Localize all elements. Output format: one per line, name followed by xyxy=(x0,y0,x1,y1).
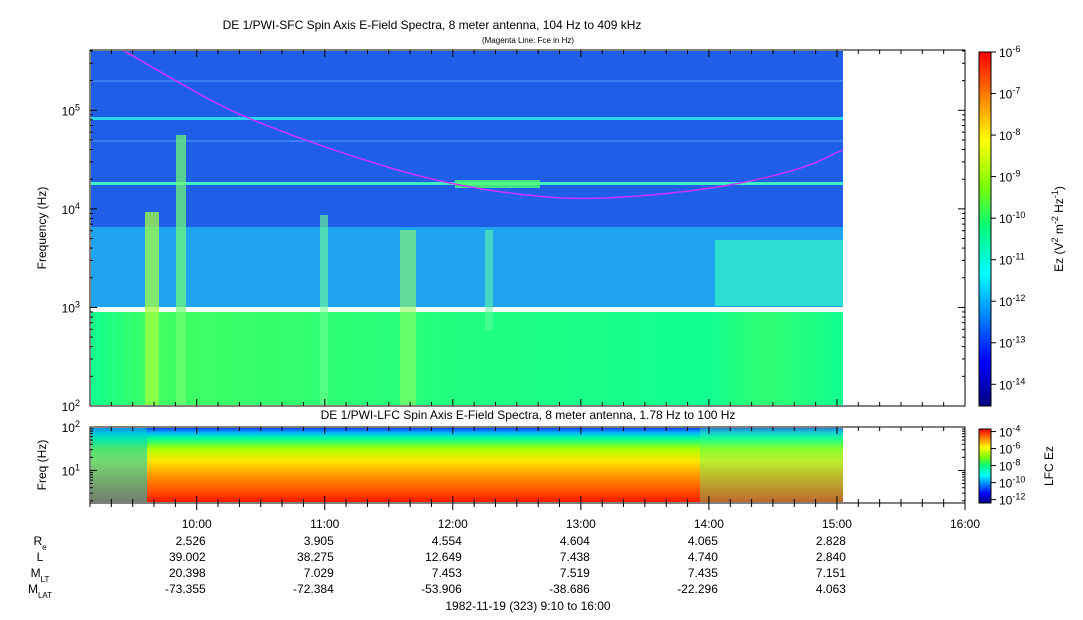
sfc-y-ticks: 102 103 104 105 xyxy=(62,50,965,414)
lfc-early-segment xyxy=(91,428,147,502)
sfc-colorbar-tick-label: 10-9 xyxy=(999,169,1020,185)
lfc-colorbar-tick-label: 10-10 xyxy=(999,475,1025,491)
sfc-colorbar-bar xyxy=(978,51,992,407)
ephemeris-value: 7.519 xyxy=(560,566,590,580)
ephemeris-value: -38.686 xyxy=(549,582,590,596)
ephemeris-row-label: MLT xyxy=(31,566,50,584)
sfc-colorbar: 10-6 10-7 10-8 10-9 10-10 10-11 10-12 10-13 10-1… xyxy=(978,44,1066,407)
sfc-burst-1 xyxy=(145,212,159,405)
sfc-band-line-1 xyxy=(91,117,843,120)
ephemeris-value: 4.554 xyxy=(432,534,462,548)
time-range-label: 1982-11-19 (323) 9:10 to 16:00 xyxy=(445,599,611,613)
lfc-colorbar-tick-label: 10-6 xyxy=(999,441,1020,457)
sfc-y-label: Frequency (Hz) xyxy=(35,187,49,270)
sfc-colorbar-tick-label: 10-10 xyxy=(999,210,1025,226)
sfc-gap-line xyxy=(91,307,843,312)
ephemeris-value: 7.151 xyxy=(816,566,846,580)
sfc-band-low xyxy=(91,312,843,405)
sfc-colorbar-tick-label: 10-8 xyxy=(999,127,1020,143)
ephemeris-value: 7.438 xyxy=(560,550,590,564)
ephemeris-value: 12.649 xyxy=(425,550,462,564)
ephemeris-value: 7.453 xyxy=(432,566,462,580)
ephemeris-value: 2.840 xyxy=(816,550,846,564)
lfc-y-label: Freq (Hz) xyxy=(35,440,49,491)
ephemeris-row-label: Re xyxy=(33,534,47,552)
ephemeris-row-label: L xyxy=(37,550,44,564)
sfc-panel: 102 103 104 105 Frequency (Hz) xyxy=(35,49,966,414)
fce-magenta-line xyxy=(123,50,845,200)
ephemeris-value: 39.002 xyxy=(169,550,206,564)
ephemeris-value: -53.906 xyxy=(421,582,462,596)
x-tick-label: 15:00 xyxy=(822,517,852,531)
sfc-burst-3 xyxy=(320,215,328,405)
lfc-colorbar-tick-label: 10-8 xyxy=(999,458,1020,474)
sfc-y-tick-label: 104 xyxy=(62,201,80,217)
sfc-burst-5 xyxy=(485,230,493,330)
sfc-burst-4 xyxy=(400,230,416,405)
ephemeris-value: 4.740 xyxy=(688,550,718,564)
lfc-y-tick-label: 102 xyxy=(62,419,80,435)
sfc-colorbar-tick-label: 10-11 xyxy=(999,252,1025,268)
x-tick-label: 14:00 xyxy=(694,517,724,531)
lfc-spectrogram-image xyxy=(91,428,843,502)
ephemeris-table: Re 2.526 3.905 4.554 4.604 4.065 2.828 L 39.002 3… xyxy=(28,534,846,600)
sfc-burst-6 xyxy=(455,180,540,188)
sfc-colorbar-ticks: 10-6 10-7 10-8 10-9 10-10 10-11 10-12 10-13 10-1… xyxy=(991,44,1025,392)
sfc-colorbar-tick-label: 10-7 xyxy=(999,86,1020,102)
sfc-colorbar-tick-label: 10-13 xyxy=(999,335,1025,351)
sfc-hiss-region xyxy=(715,240,843,306)
lfc-x-ticks xyxy=(89,427,966,510)
lfc-colorbar-label: LFC Ez xyxy=(1042,446,1056,486)
x-tick-labels: 10:00 11:00 12:00 13:00 14:00 15:00 16:00 xyxy=(182,517,981,531)
sfc-spectrogram-image xyxy=(91,51,843,405)
sfc-y-tick-label: 103 xyxy=(62,299,80,315)
sfc-band-line-4 xyxy=(91,140,843,142)
ephemeris-value: 2.526 xyxy=(176,534,206,548)
lfc-colorbar-tick-label: 10-12 xyxy=(999,492,1025,508)
lfc-band-fill xyxy=(91,428,843,502)
lfc-colorbar-bar xyxy=(978,428,992,504)
x-tick-label: 12:00 xyxy=(438,517,468,531)
lfc-panel: 101 102 Freq (Hz) xyxy=(35,419,966,510)
sfc-burst-2 xyxy=(176,135,186,405)
bottom-title: DE 1/PWI-LFC Spin Axis E-Field Spectra, … xyxy=(321,408,736,422)
x-tick-label: 13:00 xyxy=(566,517,596,531)
sfc-y-tick-label: 105 xyxy=(62,102,80,118)
x-tick-label: 10:00 xyxy=(182,517,212,531)
ephemeris-value: 4.063 xyxy=(816,582,846,596)
sfc-x-ticks xyxy=(89,50,966,406)
ephemeris-value: -73.355 xyxy=(165,582,206,596)
ephemeris-value: 38.275 xyxy=(297,550,334,564)
ephemeris-value: 7.435 xyxy=(688,566,718,580)
ephemeris-value: 4.604 xyxy=(560,534,590,548)
sfc-colorbar-tick-label: 10-12 xyxy=(999,293,1025,309)
lfc-colorbar-tick-label: 10-4 xyxy=(999,424,1020,440)
top-subtitle: (Magenta Line: Fce in Hz) xyxy=(482,36,574,45)
lfc-y-ticks: 101 102 xyxy=(62,419,965,502)
sfc-colorbar-tick-label: 10-6 xyxy=(999,44,1020,60)
sfc-colorbar-tick-label: 10-14 xyxy=(999,376,1025,392)
sfc-y-tick-label: 102 xyxy=(62,398,80,414)
lfc-late-segment xyxy=(700,428,843,502)
ephemeris-value: 2.828 xyxy=(816,534,846,548)
lfc-y-tick-label: 101 xyxy=(62,462,80,478)
ephemeris-value: 3.905 xyxy=(304,534,334,548)
ephemeris-value: 4.065 xyxy=(688,534,718,548)
ephemeris-value: 7.029 xyxy=(304,566,334,580)
sfc-colorbar-label: Ez (V2 m-2 Hz-1) xyxy=(1050,186,1066,272)
ephemeris-value: 20.398 xyxy=(169,566,206,580)
x-tick-label: 16:00 xyxy=(950,517,980,531)
top-title: DE 1/PWI-SFC Spin Axis E-Field Spectra, … xyxy=(223,18,642,32)
sfc-band-line-3 xyxy=(91,80,843,82)
ephemeris-value: -72.384 xyxy=(293,582,334,596)
ephemeris-row-label: MLAT xyxy=(28,582,52,600)
sfc-band-high xyxy=(91,51,843,227)
ephemeris-value: -22.296 xyxy=(677,582,718,596)
x-tick-label: 11:00 xyxy=(310,517,339,531)
